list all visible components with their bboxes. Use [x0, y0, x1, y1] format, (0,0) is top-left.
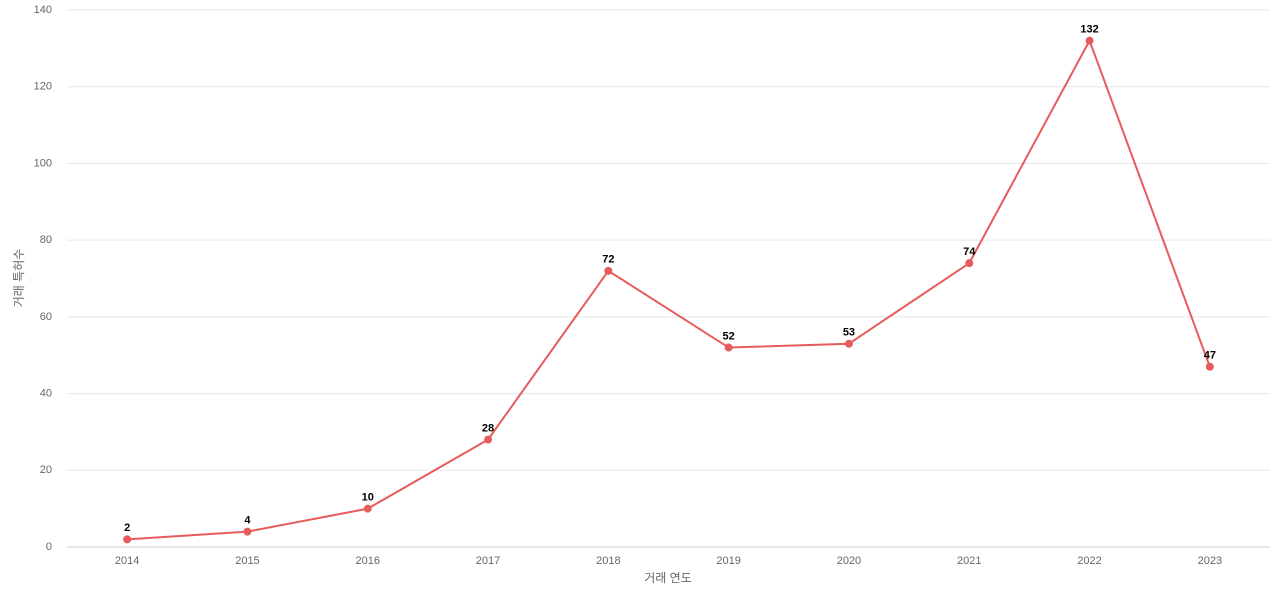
data-label: 132	[1080, 24, 1098, 36]
data-label: 74	[963, 246, 976, 258]
x-tick-label: 2016	[356, 555, 380, 567]
point	[604, 266, 613, 275]
point	[363, 504, 372, 513]
y-tick-label: 140	[34, 4, 52, 16]
x-tick-label: 2019	[716, 555, 740, 567]
point	[243, 527, 252, 536]
x-tick-label: 2020	[837, 555, 861, 567]
y-tick-label: 60	[40, 311, 52, 323]
point	[1205, 362, 1214, 371]
point	[484, 435, 493, 444]
data-label: 2	[124, 522, 130, 534]
x-tick-label: 2023	[1198, 555, 1222, 567]
point	[123, 535, 132, 544]
x-tick-label: 2021	[957, 555, 981, 567]
y-axis-label: 거래 특허수	[12, 249, 26, 308]
x-axis-label: 거래 연도	[644, 571, 692, 585]
y-tick-label: 80	[40, 234, 52, 246]
line	[127, 38, 1211, 541]
y-tick-label: 120	[34, 81, 52, 93]
point	[965, 259, 974, 268]
data-label: 52	[723, 330, 735, 342]
x-tick-label: 2014	[115, 555, 139, 567]
y-tick-label: 20	[40, 464, 52, 476]
y-tick-label: 40	[40, 387, 52, 399]
point	[724, 343, 733, 352]
x-tick-label: 2018	[596, 555, 620, 567]
y-tick-label: 0	[46, 541, 52, 553]
x-tick-label: 2022	[1077, 555, 1101, 567]
x-tick-label: 2017	[476, 555, 500, 567]
data-label: 10	[362, 492, 374, 504]
data-label: 47	[1204, 350, 1216, 362]
point	[1085, 36, 1094, 45]
x-tick-label: 2015	[235, 555, 259, 567]
data-label: 72	[602, 254, 614, 266]
point	[844, 339, 853, 348]
data-label: 4	[244, 515, 251, 527]
y-tick-label: 100	[34, 157, 52, 169]
data-label: 53	[843, 327, 855, 339]
data-label: 28	[482, 423, 494, 435]
